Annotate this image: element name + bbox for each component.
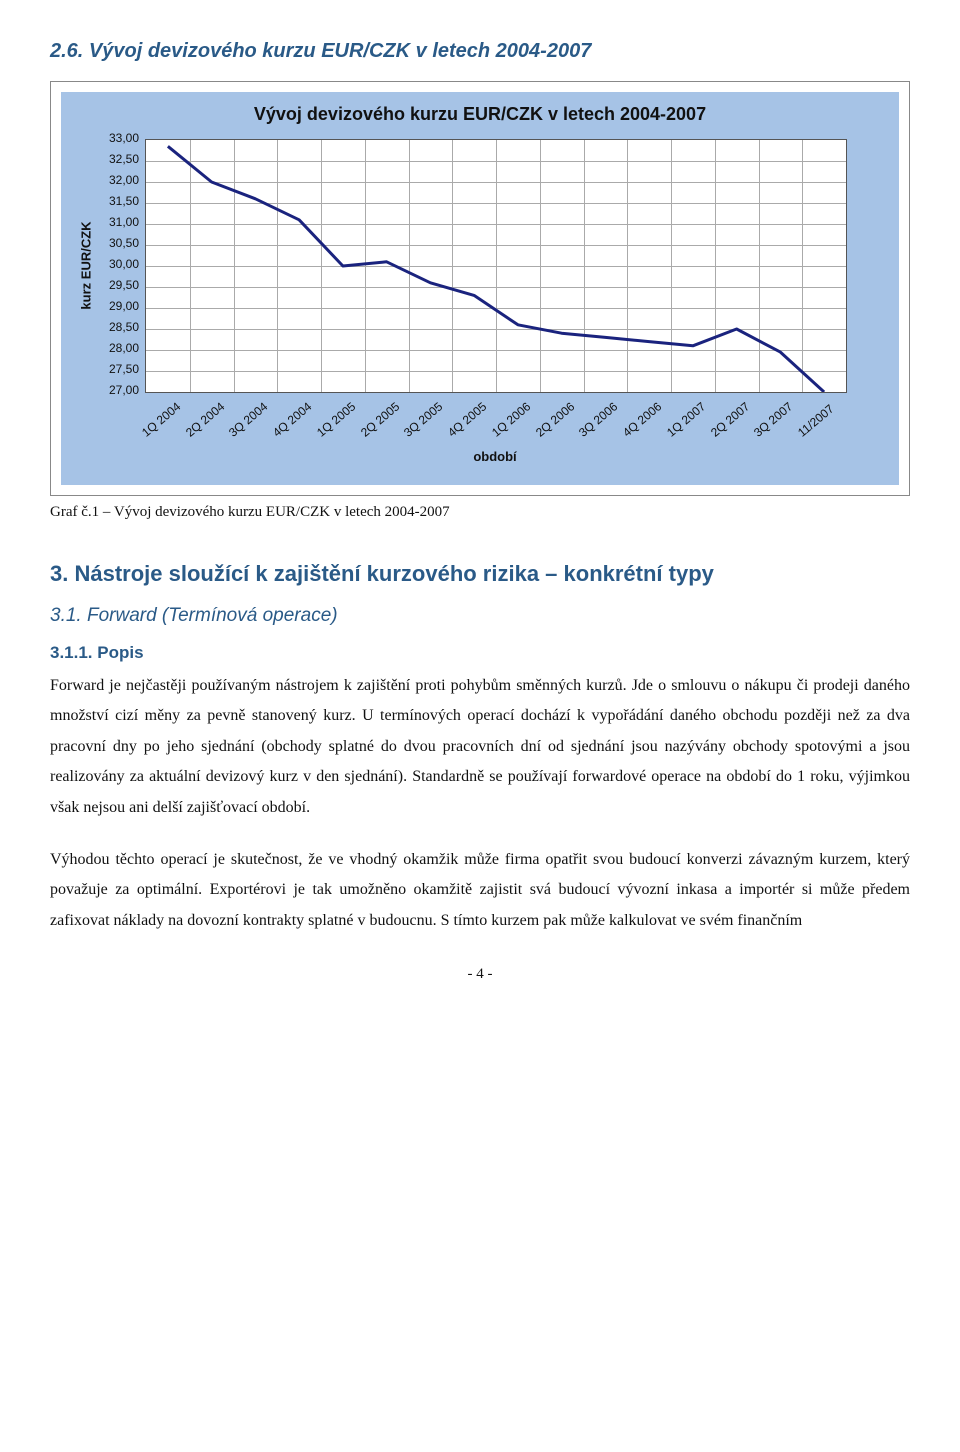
chart-x-tick-label: 3Q 2007 (751, 399, 795, 439)
chart-y-tick-label: 30,50 (109, 237, 139, 249)
chart-x-tick-label: 3Q 2006 (576, 399, 620, 439)
section-3-title: 3. Nástroje sloužící k zajištění kurzové… (50, 561, 910, 587)
chart-y-tick-labels: 33,0032,5032,0031,5031,0030,5030,0029,50… (97, 139, 145, 391)
chart-x-tick-label: 3Q 2005 (401, 399, 445, 439)
chart-x-tick-labels: 1Q 20042Q 20043Q 20044Q 20041Q 20052Q 20… (145, 393, 845, 441)
chart-x-tick-label: 1Q 2005 (314, 399, 358, 439)
chart-y-axis-title: kurz EUR/CZK (79, 221, 94, 309)
chart-x-tick-label: 2Q 2005 (358, 399, 402, 439)
chart-x-tick-label: 4Q 2006 (620, 399, 664, 439)
section-3-1-1-title: 3.1.1. Popis (50, 643, 910, 663)
chart-panel: Vývoj devizového kurzu EUR/CZK v letech … (61, 92, 899, 485)
chart-x-tick-label: 3Q 2004 (226, 399, 270, 439)
chart-x-axis-title: období (145, 449, 845, 464)
chart-plot-area (145, 139, 847, 393)
chart-y-tick-label: 32,50 (109, 153, 139, 165)
chart-x-tick-label: 1Q 2004 (139, 399, 183, 439)
chart-y-tick-label: 27,00 (109, 384, 139, 396)
chart-title: Vývoj devizového kurzu EUR/CZK v letech … (75, 104, 885, 125)
chart-x-tick-label: 4Q 2005 (445, 399, 489, 439)
chart-x-tick-label: 1Q 2006 (489, 399, 533, 439)
chart-y-tick-label: 31,00 (109, 216, 139, 228)
chart-y-tick-label: 33,00 (109, 132, 139, 144)
chart-x-tick-label: 1Q 2007 (664, 399, 708, 439)
chart-y-tick-label: 29,50 (109, 279, 139, 291)
section-2-6-title: 2.6. Vývoj devizového kurzu EUR/CZK v le… (50, 40, 910, 63)
chart-y-tick-label: 28,50 (109, 321, 139, 333)
chart-x-tick-label: 11/2007 (795, 402, 837, 440)
chart-y-tick-label: 29,00 (109, 300, 139, 312)
chart-y-tick-label: 28,00 (109, 342, 139, 354)
body-paragraph: Výhodou těchto operací je skutečnost, že… (50, 845, 910, 936)
chart-y-tick-label: 30,00 (109, 258, 139, 270)
chart-y-tick-label: 27,50 (109, 363, 139, 375)
chart-x-tick-label: 2Q 2006 (533, 399, 577, 439)
body-paragraph: Forward je nejčastěji používaným nástroj… (50, 671, 910, 823)
chart-card: Vývoj devizového kurzu EUR/CZK v letech … (50, 81, 910, 496)
chart-y-tick-label: 32,00 (109, 174, 139, 186)
page-number: - 4 - (50, 966, 910, 983)
chart-caption: Graf č.1 – Vývoj devizového kurzu EUR/CZ… (50, 504, 910, 521)
chart-x-tick-label: 2Q 2007 (708, 399, 752, 439)
chart-x-tick-label: 4Q 2004 (270, 399, 314, 439)
section-3-1-title: 3.1. Forward (Termínová operace) (50, 605, 910, 627)
chart-line-series (146, 140, 846, 392)
chart-y-tick-label: 31,50 (109, 195, 139, 207)
chart-x-tick-label: 2Q 2004 (183, 399, 227, 439)
